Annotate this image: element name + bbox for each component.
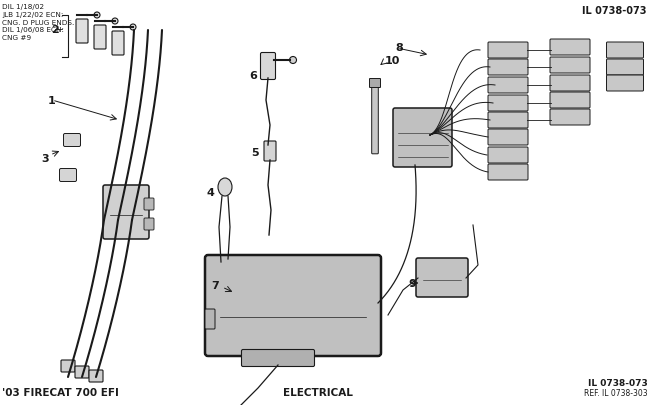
FancyBboxPatch shape (372, 85, 378, 154)
FancyBboxPatch shape (75, 366, 89, 378)
FancyBboxPatch shape (242, 350, 315, 367)
Text: 2: 2 (51, 25, 59, 35)
Text: 3: 3 (41, 153, 49, 164)
Ellipse shape (218, 179, 232, 196)
FancyBboxPatch shape (606, 60, 644, 76)
FancyBboxPatch shape (550, 76, 590, 92)
FancyBboxPatch shape (264, 142, 276, 162)
FancyBboxPatch shape (488, 60, 528, 76)
Text: 9: 9 (408, 278, 416, 288)
FancyBboxPatch shape (144, 218, 154, 230)
FancyBboxPatch shape (488, 164, 528, 181)
FancyBboxPatch shape (261, 53, 276, 80)
FancyBboxPatch shape (488, 130, 528, 146)
FancyBboxPatch shape (205, 309, 215, 329)
FancyBboxPatch shape (550, 40, 590, 56)
Circle shape (112, 19, 118, 25)
Text: IL 0738-073: IL 0738-073 (582, 6, 647, 16)
Text: DIL 1/18/02
JLB 1/22/02 ECN:
CNG. D PLUG ENDS.
DIL 1/06/08 ECN:
CNG #9: DIL 1/18/02 JLB 1/22/02 ECN: CNG. D PLUG… (2, 4, 74, 41)
FancyBboxPatch shape (61, 360, 75, 372)
Text: '03 FIRECAT 700 EFI: '03 FIRECAT 700 EFI (2, 387, 119, 397)
FancyBboxPatch shape (205, 256, 381, 356)
FancyBboxPatch shape (550, 93, 590, 109)
Circle shape (94, 13, 100, 19)
Circle shape (130, 25, 136, 31)
Text: 4: 4 (206, 188, 214, 198)
FancyBboxPatch shape (112, 32, 124, 56)
Text: IL 0738-073: IL 0738-073 (588, 378, 648, 387)
FancyBboxPatch shape (76, 20, 88, 44)
FancyBboxPatch shape (550, 58, 590, 74)
FancyBboxPatch shape (103, 185, 149, 239)
FancyBboxPatch shape (369, 79, 380, 88)
FancyBboxPatch shape (488, 78, 528, 94)
FancyBboxPatch shape (60, 169, 77, 182)
Text: 8: 8 (395, 43, 403, 53)
FancyBboxPatch shape (606, 76, 644, 92)
FancyBboxPatch shape (488, 113, 528, 129)
FancyBboxPatch shape (89, 370, 103, 382)
FancyBboxPatch shape (488, 43, 528, 59)
Text: ELECTRICAL: ELECTRICAL (283, 387, 353, 397)
Text: 7: 7 (211, 280, 219, 290)
FancyBboxPatch shape (64, 134, 81, 147)
FancyBboxPatch shape (94, 26, 106, 50)
Text: 10: 10 (385, 56, 400, 66)
FancyBboxPatch shape (416, 258, 468, 297)
FancyBboxPatch shape (488, 148, 528, 164)
FancyBboxPatch shape (550, 110, 590, 126)
Text: REF. IL 0738-303: REF. IL 0738-303 (584, 388, 648, 397)
Circle shape (289, 58, 296, 64)
FancyBboxPatch shape (488, 96, 528, 112)
Text: 1: 1 (48, 96, 56, 106)
FancyBboxPatch shape (144, 198, 154, 211)
Text: 6: 6 (249, 71, 257, 81)
FancyBboxPatch shape (393, 109, 452, 168)
Text: 5: 5 (251, 148, 259, 158)
FancyBboxPatch shape (606, 43, 644, 59)
